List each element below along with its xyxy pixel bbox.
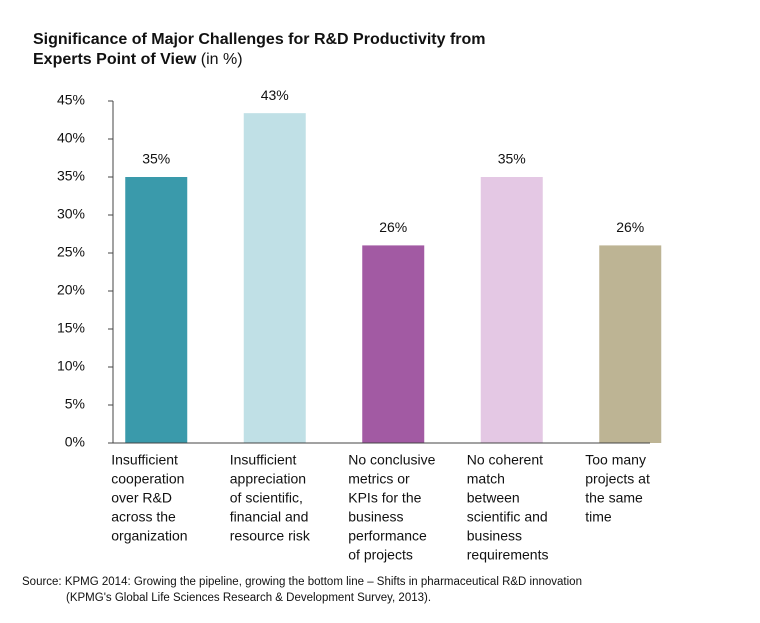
x-tick-label: Too many: [585, 452, 646, 468]
x-tick-label: scientific and: [467, 509, 548, 525]
bar: [599, 245, 662, 443]
y-tick-label: 15%: [57, 320, 85, 336]
y-tick-label: 30%: [57, 206, 85, 222]
x-tick-label: cooperation: [111, 471, 184, 487]
bar: [362, 245, 425, 443]
bar: [243, 113, 306, 443]
x-tick-label: financial and: [230, 509, 309, 525]
y-tick-label: 40%: [57, 130, 85, 146]
x-tick-label: over R&D: [111, 490, 172, 506]
x-tick-label: No conclusive: [348, 452, 435, 468]
x-tick-label: Insufficient: [230, 452, 297, 468]
x-tick-label: requirements: [467, 547, 549, 563]
y-tick-label: 20%: [57, 282, 85, 298]
x-tick-label: organization: [111, 528, 187, 544]
value-label: 43%: [261, 87, 289, 103]
source: Source: KPMG 2014: Growing the pipeline,…: [22, 576, 582, 588]
y-tick-label: 25%: [57, 244, 85, 260]
source: (KPMG's Global Life Sciences Research & …: [66, 592, 431, 604]
value-label: 26%: [379, 219, 407, 235]
x-tick-label: projects at: [585, 471, 650, 487]
chart-title: Significance of Major Challenges for R&D…: [33, 31, 486, 48]
x-tick-label: business: [348, 509, 403, 525]
x-tick-label: match: [467, 471, 505, 487]
x-tick-label: of projects: [348, 547, 413, 563]
title-unit: (in %): [201, 51, 243, 68]
x-tick-label: time: [585, 509, 612, 525]
y-tick-label: 10%: [57, 358, 85, 374]
x-tick-label: of scientific,: [230, 490, 303, 506]
value-label: 26%: [616, 219, 644, 235]
value-label: 35%: [142, 151, 170, 167]
value-label: 35%: [498, 151, 526, 167]
y-tick-label: 45%: [57, 92, 85, 108]
x-tick-label: KPIs for the: [348, 490, 421, 506]
chart-title: Experts Point of View: [33, 51, 197, 68]
x-tick-label: performance: [348, 528, 427, 544]
y-tick-label: 5%: [65, 396, 85, 412]
x-tick-label: the same: [585, 490, 643, 506]
x-tick-label: appreciation: [230, 471, 306, 487]
bar: [125, 177, 188, 443]
x-tick-label: across the: [111, 509, 176, 525]
chart-title: Experts Point of View (in %): [33, 51, 243, 68]
y-tick-label: 35%: [57, 168, 85, 184]
x-tick-label: Insufficient: [111, 452, 178, 468]
x-tick-label: between: [467, 490, 520, 506]
x-tick-label: metrics or: [348, 471, 410, 487]
bar: [480, 177, 543, 443]
x-tick-label: resource risk: [230, 528, 311, 544]
x-tick-label: business: [467, 528, 522, 544]
x-tick-label: No coherent: [467, 452, 543, 468]
y-tick-label: 0%: [65, 434, 85, 450]
